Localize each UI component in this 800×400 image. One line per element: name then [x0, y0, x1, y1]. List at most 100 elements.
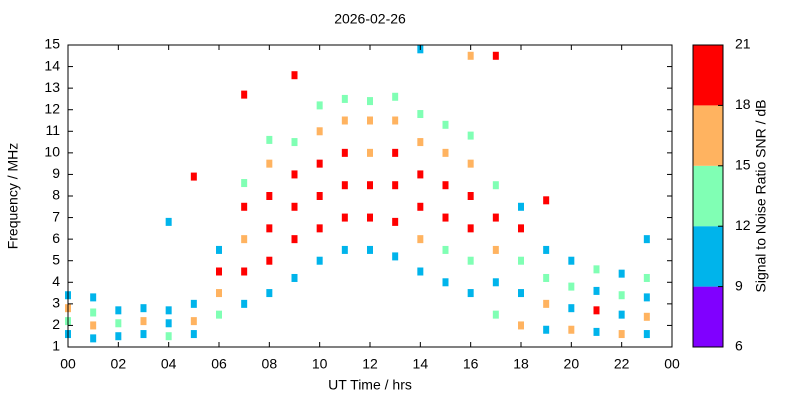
data-point — [467, 224, 474, 233]
data-point — [618, 291, 625, 300]
data-point — [115, 306, 122, 315]
x-axis-label: UT Time / hrs — [328, 377, 412, 393]
data-point — [392, 252, 399, 261]
x-tick-label: 14 — [413, 356, 429, 372]
y-tick-label: 2 — [52, 316, 60, 332]
y-tick-label: 4 — [52, 273, 60, 289]
data-point — [90, 308, 97, 317]
y-tick-label: 14 — [44, 57, 60, 73]
data-point — [216, 310, 222, 319]
data-point — [367, 245, 373, 254]
data-point — [316, 159, 323, 168]
data-point — [492, 278, 499, 287]
data-point — [593, 265, 600, 274]
data-point — [190, 172, 197, 181]
y-tick-label: 7 — [52, 208, 60, 224]
x-tick-label: 08 — [262, 356, 278, 372]
data-point — [568, 256, 575, 265]
data-point — [115, 319, 122, 328]
data-point — [367, 181, 373, 190]
data-point — [266, 192, 273, 200]
data-point — [341, 213, 348, 222]
data-point — [518, 321, 524, 330]
data-point — [190, 330, 197, 339]
data-point — [593, 286, 600, 295]
data-point — [568, 325, 575, 334]
data-point — [417, 202, 424, 211]
x-tick-label: 22 — [614, 356, 630, 372]
data-point — [543, 196, 550, 205]
data-point — [341, 181, 348, 190]
data-point — [316, 192, 323, 200]
colorbar-band — [693, 286, 723, 347]
data-point — [165, 217, 172, 226]
y-tick-label: 13 — [44, 79, 60, 95]
y-tick-label: 8 — [52, 187, 60, 203]
y-axis-label: Frequency / MHz — [5, 143, 21, 250]
data-point — [492, 51, 499, 60]
y-tick-label: 6 — [52, 230, 60, 246]
data-point — [618, 269, 625, 278]
data-point — [417, 110, 424, 119]
data-point — [241, 202, 248, 211]
x-tick-label: 04 — [161, 356, 177, 372]
data-point — [467, 131, 474, 140]
data-point — [518, 224, 524, 233]
data-point — [216, 245, 222, 254]
data-point — [643, 273, 650, 282]
data-point — [367, 97, 373, 106]
y-tick-label: 1 — [52, 338, 60, 354]
data-point — [266, 135, 273, 144]
data-point — [291, 170, 298, 179]
data-point — [643, 312, 650, 321]
data-point — [241, 90, 248, 99]
colorbar-tick-label: 6 — [735, 338, 743, 354]
data-point — [442, 278, 449, 287]
y-tick-label: 10 — [44, 144, 60, 160]
data-point — [341, 116, 348, 125]
plot-frame — [67, 44, 673, 348]
data-point — [367, 116, 373, 125]
data-point — [543, 299, 550, 308]
data-point — [643, 330, 650, 339]
data-point — [140, 330, 147, 339]
data-point — [442, 213, 449, 222]
data-point — [417, 235, 424, 244]
data-point — [467, 159, 474, 168]
x-tick-label: 10 — [312, 356, 328, 372]
x-tick-label: 16 — [463, 356, 479, 372]
data-point — [190, 299, 197, 308]
data-point — [392, 181, 399, 190]
data-point — [140, 317, 147, 326]
data-point — [266, 224, 273, 233]
data-point — [518, 256, 524, 265]
data-point — [165, 332, 172, 341]
data-point — [341, 148, 348, 157]
data-point — [568, 282, 575, 291]
data-point — [442, 245, 449, 254]
data-point — [543, 245, 550, 254]
colorbar-label: Signal to Noise Ratio SNR / dB — [753, 100, 769, 293]
data-point — [241, 267, 248, 276]
data-point — [291, 235, 298, 244]
data-point — [643, 235, 650, 244]
data-point — [518, 289, 524, 298]
data-point — [165, 319, 172, 328]
data-point — [216, 289, 222, 298]
data-point — [442, 148, 449, 157]
data-point — [467, 256, 474, 265]
data-point — [492, 310, 499, 319]
chart-title: 2026-02-26 — [334, 11, 406, 27]
data-point — [467, 192, 474, 200]
data-point — [316, 224, 323, 233]
data-point — [467, 289, 474, 298]
data-point — [442, 120, 449, 129]
data-point — [367, 148, 373, 157]
y-tick-label: 15 — [44, 36, 60, 52]
x-tick-label: 06 — [211, 356, 227, 372]
data-point — [241, 299, 248, 308]
data-point — [241, 235, 248, 244]
y-tick-label: 3 — [52, 295, 60, 311]
data-point — [115, 332, 122, 341]
